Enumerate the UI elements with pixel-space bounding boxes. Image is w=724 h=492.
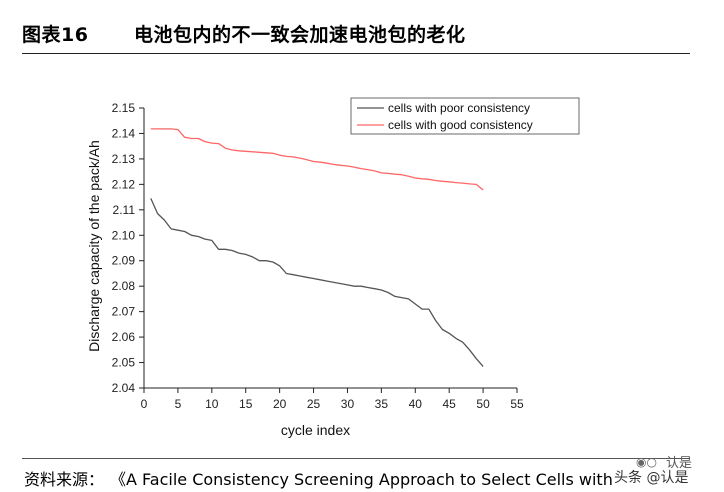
y-axis-title: Discharge capacity of the pack/Ah	[86, 140, 102, 352]
y-tick-label: 2.12	[112, 177, 136, 191]
x-tick-label: 0	[141, 397, 148, 411]
x-tick-label: 10	[205, 397, 219, 411]
y-tick-label: 2.08	[112, 279, 136, 293]
series-line-poor-consistency	[150, 198, 484, 367]
x-tick-label: 5	[175, 397, 182, 411]
x-tick-label: 50	[476, 397, 490, 411]
source-text: 《A Facile Consistency Screening Approach…	[118, 470, 613, 489]
x-tick-label: 55	[510, 397, 524, 411]
x-tick-label: 45	[443, 397, 457, 411]
header-divider	[22, 53, 690, 54]
y-tick-label: 2.14	[112, 126, 136, 140]
y-tick-label: 2.13	[112, 152, 136, 166]
series-line-good-consistency	[150, 128, 484, 191]
x-tick-label: 20	[273, 397, 287, 411]
x-tick-label: 15	[239, 397, 253, 411]
legend-box	[350, 97, 580, 135]
figure-title: 电池包内的不一致会加速电池包的老化	[134, 24, 466, 46]
x-tick-label: 30	[341, 397, 355, 411]
watermark-line1: 认是	[666, 456, 693, 471]
y-tick-label: 2.05	[112, 356, 136, 370]
line-chart: 0 5 10 15 20 25 30 35 40 45 50 55 2.04 2.05 2.06 2.07 2.…	[86, 97, 580, 438]
y-tick-label: 2.09	[112, 254, 136, 268]
footer-divider	[22, 458, 690, 459]
y-tick-label: 2.15	[112, 101, 136, 115]
watermark: ◉○ 认是 头条 @认是	[610, 452, 722, 488]
x-tick-label: 35	[375, 397, 389, 411]
watermark-line2: 头条 @认是	[614, 470, 689, 486]
legend-label: cells with poor consistency	[388, 101, 530, 115]
source-label: 资料来源：	[24, 470, 105, 489]
y-tick-label: 2.04	[112, 381, 136, 395]
source-note: 资料来源： 《A Facile Consistency Screening App…	[24, 466, 613, 490]
y-tick-label: 2.10	[112, 228, 136, 242]
x-axis-title: cycle index	[281, 422, 350, 438]
y-tick-label: 2.11	[113, 203, 136, 217]
wechat-icon: ◉○	[636, 455, 657, 469]
figure-header: 图表16 电池包内的不一致会加速电池包的老化	[22, 8, 702, 54]
x-tick-label: 40	[409, 397, 423, 411]
y-tick-label: 2.06	[112, 330, 136, 344]
y-tick-label: 2.07	[112, 305, 136, 319]
legend-label: cells with good consistency	[388, 118, 533, 132]
x-tick-label: 25	[307, 397, 321, 411]
figure-label: 图表16	[22, 24, 89, 46]
